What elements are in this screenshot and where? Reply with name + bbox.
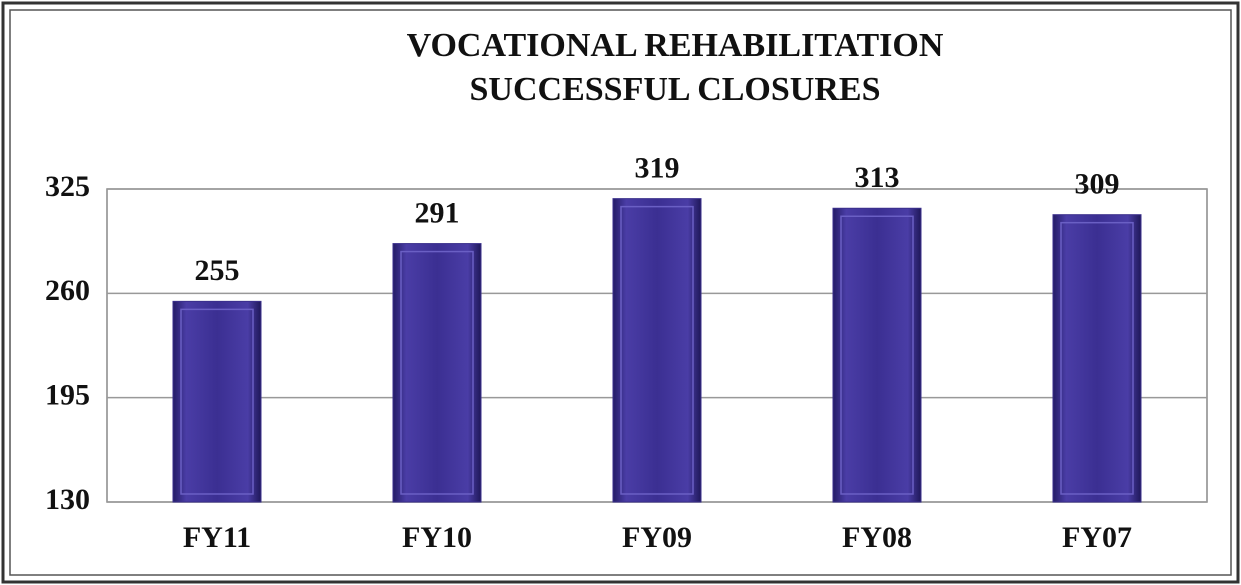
bar-bevel [400,250,474,495]
y-tick-label: 195 [45,379,90,412]
bar [172,300,262,503]
inner-frame [9,9,1232,576]
value-label: 291 [415,196,460,229]
value-label: 319 [635,152,680,185]
x-tick-label: FY09 [622,521,692,554]
x-tick-label: FY08 [842,521,912,554]
y-tick-label: 130 [45,483,90,516]
y-tick-label: 325 [45,170,90,203]
bar-bevel [1060,221,1134,495]
x-tick-label: FY10 [402,521,472,554]
bar-bevel [620,205,694,495]
chart-title: SUCCESSFUL CLOSURES [470,71,881,108]
bar [392,243,482,503]
bar [1052,214,1142,503]
value-label: 313 [855,161,900,194]
x-tick-label: FY11 [183,521,251,554]
chart-title: VOCATIONAL REHABILITATION [407,27,944,64]
bar-bevel [840,215,914,495]
bar [832,207,922,503]
y-tick-label: 260 [45,274,90,307]
value-label: 255 [195,254,240,287]
bar [612,198,702,503]
x-tick-label: FY07 [1062,521,1132,554]
value-label: 309 [1075,168,1120,201]
bar-bevel [180,308,254,495]
